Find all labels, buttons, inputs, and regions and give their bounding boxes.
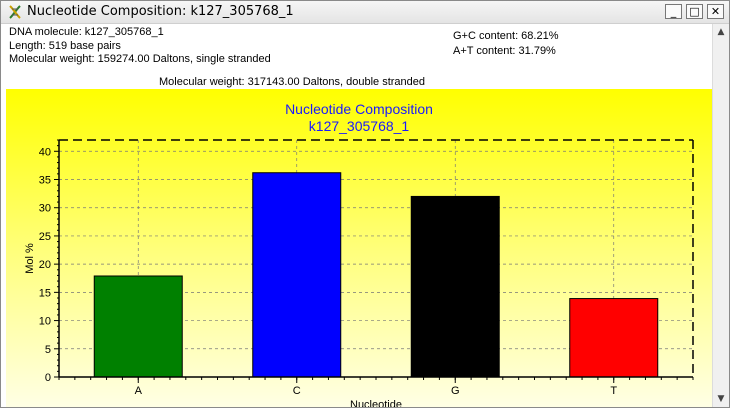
x-tick-label-G: G [451,385,460,397]
bar-T [569,298,659,378]
bar-A [93,275,183,378]
y-tick-label: 20 [39,259,51,271]
x-tick-label-C: C [293,385,301,397]
y-tick-label: 35 [39,175,51,187]
minimize-button[interactable]: _ [665,4,682,19]
gc-content-label: G+C content: 68.21% [453,30,559,42]
y-tick-label: 40 [39,146,51,158]
at-content-label: A+T content: 31.79% [453,45,556,57]
close-button[interactable]: ✕ [707,4,724,19]
window-title: Nucleotide Composition: k127_305768_1 [27,4,294,19]
maximize-button[interactable]: □ [686,4,703,19]
dna-icon [9,5,21,19]
chart-subtitle: k127_305768_1 [308,118,410,134]
bar-G [410,195,500,378]
length-label: Length: 519 base pairs [9,40,121,52]
y-tick-label: 10 [39,316,51,328]
y-tick-label: 30 [39,203,51,215]
bar-C [252,172,342,378]
scroll-down-icon[interactable]: ▼ [717,394,725,404]
dna-molecule-label: DNA molecule: k127_305768_1 [9,26,164,38]
mw-single-label: Molecular weight: 159274.00 Daltons, sin… [9,53,271,65]
x-axis-label: Nucleotide [350,399,402,408]
title-bar[interactable]: Nucleotide Composition: k127_305768_1 _ … [1,1,729,24]
bar-chart: 0 5 10 15 20 25 30 35 40 A C G T Nucleotide Mol % [24,139,694,408]
chart-title: Nucleotide Composition [285,101,433,117]
x-tick-label-T: T [610,385,617,397]
mw-double-label: Molecular weight: 317143.00 Daltons, dou… [159,76,426,88]
vertical-scrollbar[interactable]: ▲ ▼ [712,24,729,407]
scroll-up-icon[interactable]: ▲ [717,27,725,37]
y-tick-label: 5 [45,344,51,356]
chart-panel: Nucleotide Composition k127_305768_1 0 5 1… [6,89,712,408]
y-tick-label: 25 [39,231,51,243]
y-tick-label: 0 [45,372,51,384]
x-tick-label-A: A [135,385,143,397]
y-tick-label: 15 [39,287,51,299]
y-axis-label: Mol % [24,243,36,274]
